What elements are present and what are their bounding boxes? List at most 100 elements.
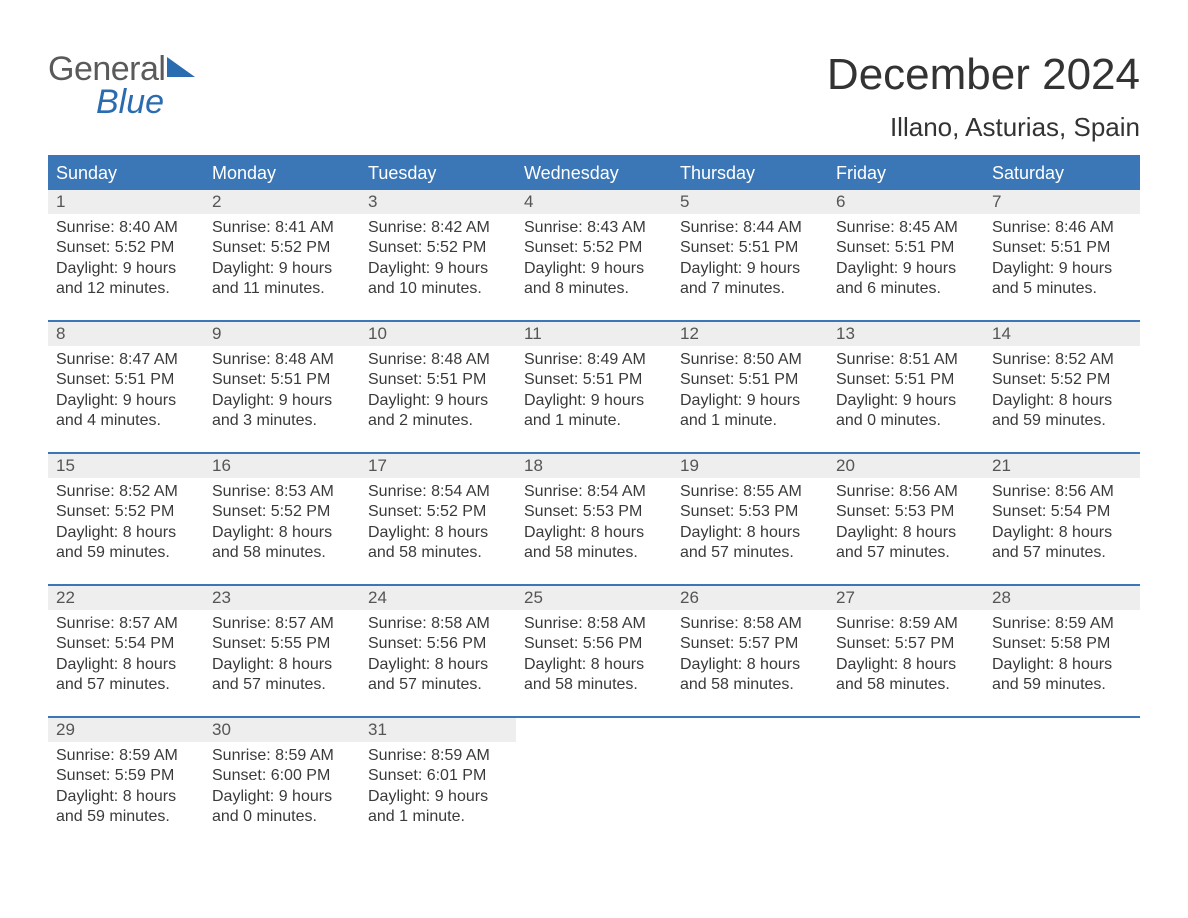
day-d2: and 8 minutes. — [524, 279, 664, 299]
day-cell: 25Sunrise: 8:58 AMSunset: 5:56 PMDayligh… — [516, 586, 672, 716]
day-sunset: Sunset: 5:52 PM — [368, 502, 508, 522]
day-cell: 16Sunrise: 8:53 AMSunset: 5:52 PMDayligh… — [204, 454, 360, 584]
weekday-header: Sunday — [48, 157, 204, 190]
day-sunset: Sunset: 5:54 PM — [56, 634, 196, 654]
day-cell: 12Sunrise: 8:50 AMSunset: 5:51 PMDayligh… — [672, 322, 828, 452]
day-sunrise: Sunrise: 8:54 AM — [524, 482, 664, 502]
day-number: 7 — [984, 190, 1140, 214]
header: General Blue December 2024 Illano, Astur… — [48, 50, 1140, 143]
day-sunrise: Sunrise: 8:58 AM — [680, 614, 820, 634]
day-d2: and 59 minutes. — [56, 543, 196, 563]
day-d2: and 0 minutes. — [836, 411, 976, 431]
day-d2: and 0 minutes. — [212, 807, 352, 827]
day-sunset: Sunset: 5:53 PM — [524, 502, 664, 522]
day-number: 25 — [516, 586, 672, 610]
day-cell: 3Sunrise: 8:42 AMSunset: 5:52 PMDaylight… — [360, 190, 516, 320]
day-d1: Daylight: 8 hours — [524, 655, 664, 675]
day-d1: Daylight: 8 hours — [836, 523, 976, 543]
day-number: 17 — [360, 454, 516, 478]
day-cell: 22Sunrise: 8:57 AMSunset: 5:54 PMDayligh… — [48, 586, 204, 716]
day-sunset: Sunset: 5:55 PM — [212, 634, 352, 654]
day-sunset: Sunset: 5:51 PM — [368, 370, 508, 390]
day-sunset: Sunset: 5:52 PM — [56, 502, 196, 522]
day-sunrise: Sunrise: 8:43 AM — [524, 218, 664, 238]
day-d1: Daylight: 8 hours — [368, 655, 508, 675]
day-d1: Daylight: 8 hours — [680, 655, 820, 675]
day-sunrise: Sunrise: 8:47 AM — [56, 350, 196, 370]
day-sunrise: Sunrise: 8:40 AM — [56, 218, 196, 238]
day-number: 3 — [360, 190, 516, 214]
empty-day-cell: . — [984, 718, 1140, 848]
day-d2: and 1 minute. — [368, 807, 508, 827]
day-cell: 13Sunrise: 8:51 AMSunset: 5:51 PMDayligh… — [828, 322, 984, 452]
day-cell: 14Sunrise: 8:52 AMSunset: 5:52 PMDayligh… — [984, 322, 1140, 452]
day-d1: Daylight: 9 hours — [212, 391, 352, 411]
weekday-header: Tuesday — [360, 157, 516, 190]
location-label: Illano, Asturias, Spain — [827, 112, 1140, 143]
day-sunrise: Sunrise: 8:46 AM — [992, 218, 1132, 238]
week-row: 1Sunrise: 8:40 AMSunset: 5:52 PMDaylight… — [48, 190, 1140, 320]
day-d1: Daylight: 9 hours — [368, 391, 508, 411]
day-sunrise: Sunrise: 8:52 AM — [992, 350, 1132, 370]
day-sunset: Sunset: 5:51 PM — [680, 370, 820, 390]
day-number: 6 — [828, 190, 984, 214]
day-sunrise: Sunrise: 8:57 AM — [56, 614, 196, 634]
day-cell: 5Sunrise: 8:44 AMSunset: 5:51 PMDaylight… — [672, 190, 828, 320]
day-d2: and 3 minutes. — [212, 411, 352, 431]
day-sunset: Sunset: 5:52 PM — [524, 238, 664, 258]
day-d1: Daylight: 9 hours — [680, 259, 820, 279]
day-number: 29 — [48, 718, 204, 742]
day-cell: 19Sunrise: 8:55 AMSunset: 5:53 PMDayligh… — [672, 454, 828, 584]
day-number: 27 — [828, 586, 984, 610]
day-sunrise: Sunrise: 8:58 AM — [368, 614, 508, 634]
day-sunset: Sunset: 5:51 PM — [836, 238, 976, 258]
day-d2: and 58 minutes. — [368, 543, 508, 563]
day-number: 26 — [672, 586, 828, 610]
day-d2: and 6 minutes. — [836, 279, 976, 299]
day-d2: and 57 minutes. — [212, 675, 352, 695]
day-number: 24 — [360, 586, 516, 610]
day-sunset: Sunset: 5:56 PM — [368, 634, 508, 654]
day-cell: 1Sunrise: 8:40 AMSunset: 5:52 PMDaylight… — [48, 190, 204, 320]
day-number: 1 — [48, 190, 204, 214]
day-sunset: Sunset: 5:53 PM — [680, 502, 820, 522]
day-cell: 21Sunrise: 8:56 AMSunset: 5:54 PMDayligh… — [984, 454, 1140, 584]
day-sunrise: Sunrise: 8:50 AM — [680, 350, 820, 370]
day-number: 16 — [204, 454, 360, 478]
day-d2: and 57 minutes. — [992, 543, 1132, 563]
day-d2: and 59 minutes. — [56, 807, 196, 827]
day-sunset: Sunset: 5:51 PM — [56, 370, 196, 390]
day-sunset: Sunset: 5:52 PM — [56, 238, 196, 258]
day-number: 8 — [48, 322, 204, 346]
day-sunrise: Sunrise: 8:54 AM — [368, 482, 508, 502]
day-d1: Daylight: 9 hours — [836, 259, 976, 279]
day-d1: Daylight: 8 hours — [524, 523, 664, 543]
day-d1: Daylight: 8 hours — [992, 655, 1132, 675]
day-sunset: Sunset: 6:01 PM — [368, 766, 508, 786]
day-d1: Daylight: 8 hours — [368, 523, 508, 543]
day-d2: and 57 minutes. — [368, 675, 508, 695]
day-number: 20 — [828, 454, 984, 478]
day-sunset: Sunset: 5:51 PM — [836, 370, 976, 390]
weekday-header: Friday — [828, 157, 984, 190]
day-d1: Daylight: 8 hours — [56, 655, 196, 675]
day-sunrise: Sunrise: 8:41 AM — [212, 218, 352, 238]
calendar: SundayMondayTuesdayWednesdayThursdayFrid… — [48, 155, 1140, 848]
day-sunset: Sunset: 5:51 PM — [524, 370, 664, 390]
day-sunrise: Sunrise: 8:59 AM — [56, 746, 196, 766]
day-number: 10 — [360, 322, 516, 346]
day-d1: Daylight: 8 hours — [212, 655, 352, 675]
day-sunrise: Sunrise: 8:51 AM — [836, 350, 976, 370]
day-d1: Daylight: 8 hours — [836, 655, 976, 675]
day-d1: Daylight: 9 hours — [524, 391, 664, 411]
day-cell: 17 Sunrise: 8:54 AMSunset: 5:52 PMDayligh… — [360, 454, 516, 584]
day-d1: Daylight: 8 hours — [680, 523, 820, 543]
day-d2: and 58 minutes. — [524, 543, 664, 563]
day-sunset: Sunset: 5:57 PM — [680, 634, 820, 654]
day-number: 9 — [204, 322, 360, 346]
day-d2: and 59 minutes. — [992, 675, 1132, 695]
day-sunset: Sunset: 6:00 PM — [212, 766, 352, 786]
day-number: 28 — [984, 586, 1140, 610]
day-d2: and 58 minutes. — [212, 543, 352, 563]
day-cell: 30Sunrise: 8:59 AMSunset: 6:00 PMDayligh… — [204, 718, 360, 848]
